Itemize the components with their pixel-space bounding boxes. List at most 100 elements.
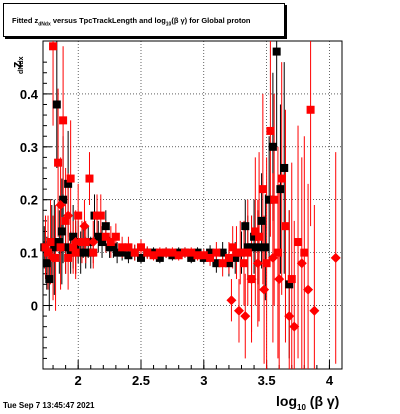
data-point-square <box>61 216 70 225</box>
data-point-square <box>231 253 240 262</box>
data-point-square <box>45 275 54 284</box>
data-point-diamond <box>70 237 81 248</box>
y-tick-label: 0.4 <box>20 87 39 102</box>
data-point-square <box>61 243 70 252</box>
data-point-square <box>101 222 110 231</box>
data-point-square <box>50 243 59 252</box>
data-point-square <box>174 251 183 260</box>
data-point-square <box>162 248 171 257</box>
y-tick-label: 0.3 <box>20 140 38 155</box>
data-point-square <box>280 163 289 172</box>
data-point-diamond <box>246 274 257 285</box>
data-point-square <box>180 248 189 257</box>
data-point-square <box>212 248 221 257</box>
plot-frame <box>42 40 343 370</box>
data-point-square <box>155 253 164 262</box>
data-point-square <box>247 243 256 252</box>
data-point-square <box>272 47 281 56</box>
x-tick-label: 2.5 <box>132 373 150 388</box>
data-point-square <box>251 227 260 236</box>
data-point-diamond <box>63 210 74 221</box>
data-point-square <box>76 248 85 257</box>
data-point-square <box>56 243 65 252</box>
data-point-square <box>265 195 274 204</box>
data-point-diamond <box>303 284 314 295</box>
data-point-square <box>64 253 73 262</box>
data-point-square <box>66 248 75 257</box>
data-point-diamond <box>55 200 66 210</box>
data-point-square <box>149 251 158 260</box>
data-point-diamond <box>274 274 285 285</box>
data-point-square <box>206 253 215 262</box>
data-point-square <box>270 195 279 204</box>
data-point-square <box>236 248 245 257</box>
data-point-square <box>49 42 58 51</box>
data-point-square <box>124 243 133 252</box>
data-point-square <box>285 280 294 289</box>
data-point-diamond <box>226 295 237 306</box>
data-point-square <box>155 248 164 257</box>
data-point-square <box>55 238 64 247</box>
data-point-square <box>85 174 94 183</box>
data-point-square <box>250 232 259 241</box>
data-point-square <box>228 243 237 252</box>
y-tick-label: 0.1 <box>20 246 38 261</box>
data-point-square <box>118 243 127 252</box>
data-point-square <box>109 243 118 252</box>
data-point-square <box>241 222 250 231</box>
x-tick-label: 3 <box>200 373 207 388</box>
data-point-square <box>273 248 282 257</box>
y-axis-label: z dNdx <box>3 52 37 78</box>
y-tick-label: 0.2 <box>20 193 38 208</box>
data-point-square <box>224 259 233 268</box>
data-point-square <box>74 211 83 220</box>
data-point-square <box>52 100 61 109</box>
y-tick-label: 0 <box>31 299 38 314</box>
data-point-square <box>257 216 266 225</box>
data-point-square <box>124 251 133 260</box>
data-point-square <box>212 259 221 268</box>
data-point-square <box>199 251 208 260</box>
timestamp-footer: Tue Sep 7 13:45:47 2021 <box>3 401 95 410</box>
data-point-square <box>143 248 152 257</box>
data-point-square <box>69 243 78 252</box>
data-point-square <box>54 158 63 167</box>
data-point-diamond <box>252 258 263 269</box>
data-point-diamond <box>309 305 320 316</box>
data-point-diamond <box>79 221 90 232</box>
data-point-square <box>206 248 215 257</box>
data-point-square <box>57 227 66 236</box>
data-point-square <box>94 232 103 241</box>
data-point-diamond <box>330 252 341 263</box>
data-point-square <box>193 251 202 260</box>
data-point-square <box>66 174 75 183</box>
data-point-square <box>168 248 177 257</box>
data-point-square <box>276 185 285 194</box>
data-point-square <box>44 248 53 257</box>
data-point-square <box>277 174 286 183</box>
data-point-square <box>218 259 227 268</box>
data-point-square <box>113 248 122 257</box>
data-point-square <box>136 253 145 262</box>
data-point-diamond <box>233 305 244 316</box>
data-point-square <box>98 238 107 247</box>
chart-title: Fitted zdNdx versus TpcTrackLength and l… <box>12 16 251 28</box>
x-tick-label: 3.5 <box>258 373 276 388</box>
data-point-square <box>306 105 315 114</box>
data-point-square <box>46 238 55 247</box>
data-point-square <box>187 248 196 257</box>
data-point-diamond <box>259 284 270 295</box>
data-point-square <box>71 248 80 257</box>
data-point-square <box>89 248 98 257</box>
data-point-square <box>81 238 90 247</box>
x-tick-label: 4 <box>326 373 334 388</box>
data-point-square <box>258 185 267 194</box>
data-point-square <box>287 275 296 284</box>
data-point-square <box>187 253 196 262</box>
svg-text:dNdx: dNdx <box>18 56 25 74</box>
chart-title-box: Fitted zdNdx versus TpcTrackLength and l… <box>3 3 285 37</box>
data-point-diamond <box>296 258 307 269</box>
data-point-diamond <box>267 252 278 263</box>
data-point-square <box>243 248 252 257</box>
